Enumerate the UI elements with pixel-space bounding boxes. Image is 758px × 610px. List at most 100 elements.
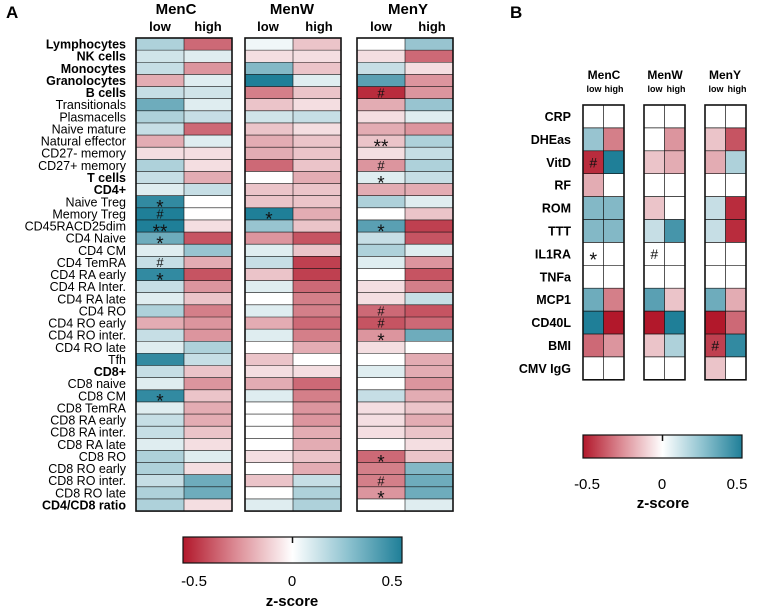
heatmap-cell [644, 173, 665, 197]
heatmap-cell [357, 74, 406, 87]
heatmap-cell [357, 256, 406, 269]
heatmap-cell [293, 474, 342, 488]
heatmap-cell [664, 173, 686, 197]
heatmap-cell [293, 195, 342, 209]
heatmap-cell [245, 74, 294, 87]
heatmap-cell [136, 171, 185, 184]
heatmap-cell [405, 474, 454, 488]
panel-a-colorbar-tick-min: -0.5 [181, 573, 207, 590]
significance-star: * [156, 392, 164, 413]
heatmap-cell [405, 292, 454, 306]
heatmap-cell [405, 86, 454, 100]
row-label: CD8 RA inter. [50, 426, 126, 440]
heatmap-cell [705, 173, 726, 197]
heatmap-cell [603, 242, 625, 266]
heatmap-cell [245, 50, 294, 63]
heatmap-cell [293, 86, 342, 100]
heatmap-cell [245, 316, 294, 330]
heatmap-cell [293, 62, 342, 75]
row-label: TTT [548, 224, 571, 238]
heatmap-cell [357, 353, 406, 366]
heatmap-cell [357, 195, 406, 209]
heatmap-cell [136, 74, 185, 87]
heatmap-cell [357, 486, 406, 500]
panel-a-group-0: MenC [156, 1, 197, 18]
heatmap-cell [725, 127, 747, 152]
heatmap-cell [136, 414, 185, 427]
heatmap-cell [184, 98, 233, 112]
row-label: CD4 RO [79, 304, 127, 318]
significance-star: * [156, 198, 164, 219]
panel-b-sub-low-0: low [587, 84, 603, 94]
heatmap-cell [405, 462, 454, 476]
heatmap-cell [293, 426, 342, 439]
row-label: CD8 RO early [48, 462, 127, 476]
heatmap-cell [184, 426, 233, 439]
panel-a-grid [135, 37, 454, 512]
heatmap-cell [136, 450, 185, 463]
heatmap-cell [184, 462, 233, 476]
panel-a-group-1: MenW [270, 1, 315, 18]
significance-hash: # [377, 158, 385, 173]
heatmap-cell [357, 498, 406, 512]
heatmap-cell [664, 196, 686, 220]
heatmap-cell [184, 86, 233, 100]
heatmap-cell [603, 127, 625, 152]
heatmap-cell [405, 304, 454, 318]
heatmap-cell [184, 304, 233, 318]
row-label: Plasmacells [59, 110, 126, 124]
heatmap-cell [357, 98, 406, 112]
heatmap-cell [705, 311, 726, 335]
row-label: CD8 RO inter. [48, 474, 126, 488]
row-label: Transitionals [56, 98, 126, 112]
heatmap-cell [644, 242, 665, 266]
heatmap-cell [644, 311, 665, 335]
heatmap-cell [705, 242, 726, 266]
heatmap-cell [184, 389, 233, 403]
heatmap-cell [245, 159, 294, 172]
significance-star: ** [153, 222, 168, 243]
panel-b-label: B [510, 3, 522, 22]
heatmap-cell [664, 356, 686, 381]
heatmap-cell [357, 183, 406, 197]
row-label: CD4 RO early [48, 317, 127, 331]
significance-hash: # [650, 246, 658, 262]
significance-star: ** [374, 137, 389, 158]
significance-star: * [377, 222, 385, 243]
significance-star: * [377, 331, 385, 352]
panel-b-colorbar-tick-mid: 0 [658, 476, 666, 493]
heatmap-cell [583, 334, 604, 358]
row-label: Lymphocytes [46, 38, 126, 52]
heatmap-cell [644, 196, 665, 220]
heatmap-cell [405, 450, 454, 463]
heatmap-cell [293, 268, 342, 281]
heatmap-cell [357, 38, 406, 51]
heatmap-cell [357, 50, 406, 63]
heatmap-cell [405, 329, 454, 342]
heatmap-cell [136, 365, 185, 379]
heatmap-cell [136, 316, 185, 330]
row-label: T cells [87, 171, 126, 185]
panel-a-sub-high-0: high [194, 19, 221, 34]
heatmap-cell [725, 288, 747, 312]
heatmap-cell [705, 334, 726, 358]
heatmap-cell [184, 292, 233, 306]
heatmap-cell [405, 244, 454, 257]
row-label: NK cells [77, 50, 126, 64]
heatmap-cell [184, 135, 233, 148]
heatmap-cell [293, 171, 342, 184]
heatmap-cell [293, 147, 342, 160]
row-label: TNFa [540, 270, 572, 284]
row-label: CD4 Naive [66, 232, 126, 246]
heatmap-cell [293, 486, 342, 500]
heatmap-cell [293, 450, 342, 463]
heatmap-cell [293, 244, 342, 257]
heatmap-cell [405, 110, 454, 124]
row-label: Granolocytes [46, 74, 126, 88]
heatmap-cell [357, 401, 406, 415]
heatmap-cell [357, 280, 406, 294]
panel-b-annotations: # * # # [589, 154, 719, 353]
heatmap-cell [136, 304, 185, 318]
row-label: CD4 RO late [55, 341, 126, 355]
